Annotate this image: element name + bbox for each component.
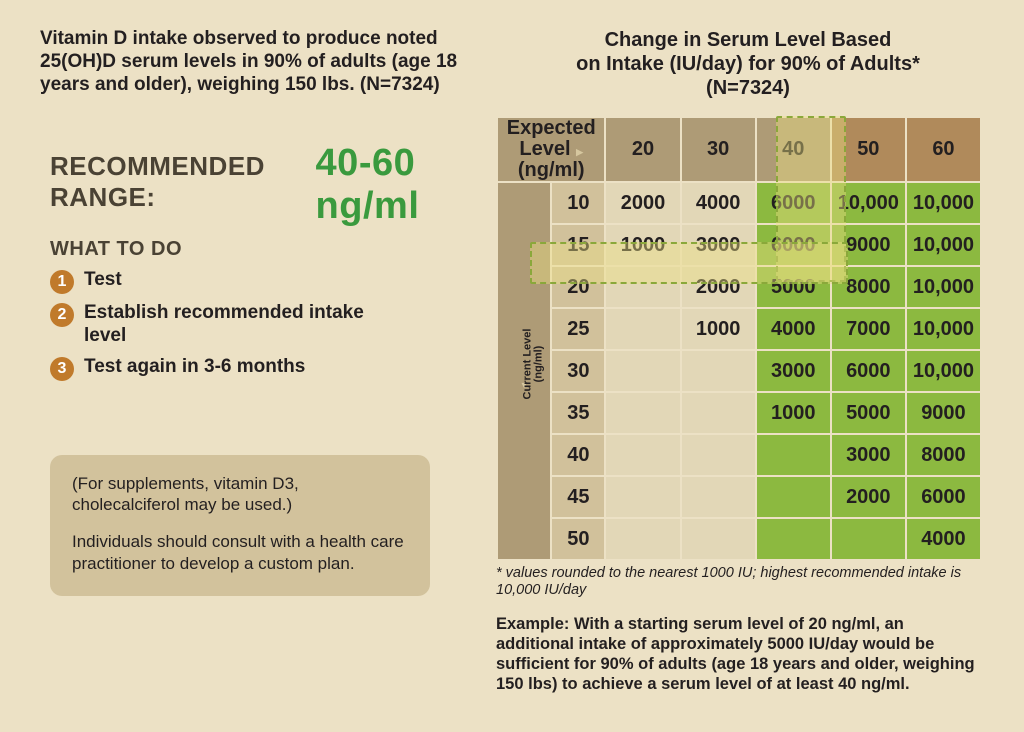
step-badge: 1 xyxy=(50,270,74,294)
table-cell xyxy=(682,393,755,433)
row-header: 50 xyxy=(552,519,604,559)
what-to-do-heading: WHAT TO DO xyxy=(50,238,480,261)
table-cell xyxy=(757,435,830,475)
chart-wrap: Expected Level ▶(ng/ml)2030405060Current… xyxy=(496,116,982,561)
table-cell: 5000 xyxy=(832,393,905,433)
row-header: 45 xyxy=(552,477,604,517)
chart-footnote: * values rounded to the nearest 1000 IU;… xyxy=(496,565,976,600)
table-cell: 4000 xyxy=(757,309,830,349)
recommended-range-label: RECOMMENDED RANGE: xyxy=(50,151,302,213)
step-text: Test xyxy=(84,269,122,292)
intro-text: Vitamin D intake observed to produce not… xyxy=(40,28,480,96)
table-cell xyxy=(606,519,679,559)
table-cell: 1000 xyxy=(757,393,830,433)
table-cell xyxy=(832,519,905,559)
note-line: Individuals should consult with a health… xyxy=(72,531,408,574)
table-cell: 10,000 xyxy=(907,309,980,349)
table-cell: 1000 xyxy=(606,225,679,265)
row-header: 15 xyxy=(552,225,604,265)
table-cell: 6000 xyxy=(757,183,830,223)
table-cell xyxy=(682,435,755,475)
col-header: 60 xyxy=(907,118,980,181)
table-cell xyxy=(757,477,830,517)
table-cell: 2000 xyxy=(832,477,905,517)
page: Vitamin D intake observed to produce not… xyxy=(0,0,1024,732)
step-item: 3 Test again in 3-6 months xyxy=(50,356,480,381)
intake-table: Expected Level ▶(ng/ml)2030405060Current… xyxy=(496,116,982,561)
table-corner: Expected Level ▶(ng/ml) xyxy=(498,118,604,181)
table-cell: 2000 xyxy=(682,267,755,307)
step-badge: 3 xyxy=(50,357,74,381)
note-line: (For supplements, vitamin D3, cholecalci… xyxy=(72,473,408,516)
table-cell xyxy=(606,393,679,433)
table-cell: 9000 xyxy=(907,393,980,433)
step-text: Establish recommended intake level xyxy=(84,302,404,348)
table-cell xyxy=(682,519,755,559)
col-header: 50 xyxy=(832,118,905,181)
table-cell xyxy=(606,309,679,349)
col-header: 40 xyxy=(757,118,830,181)
table-cell: 3000 xyxy=(757,351,830,391)
table-cell xyxy=(682,351,755,391)
row-header: 40 xyxy=(552,435,604,475)
step-item: 2 Establish recommended intake level xyxy=(50,302,480,348)
table-cell: 10,000 xyxy=(907,351,980,391)
table-cell xyxy=(606,435,679,475)
right-column: Change in Serum Level Based on Intake (I… xyxy=(496,28,1000,712)
table-cell: 10,000 xyxy=(907,225,980,265)
row-axis-label: Current Level(ng/ml)▼ xyxy=(498,183,550,559)
table-cell: 7000 xyxy=(832,309,905,349)
chart-title-line: (N=7324) xyxy=(706,77,790,99)
step-text: Test again in 3-6 months xyxy=(84,356,305,379)
table-cell: 5000 xyxy=(757,267,830,307)
chart-title-line: on Intake (IU/day) for 90% of Adults* xyxy=(576,53,920,75)
table-cell: 1000 xyxy=(682,309,755,349)
table-cell: 9000 xyxy=(832,225,905,265)
table-cell: 6000 xyxy=(757,225,830,265)
table-cell: 4000 xyxy=(682,183,755,223)
table-cell: 3000 xyxy=(832,435,905,475)
table-cell: 10,000 xyxy=(907,267,980,307)
table-cell: 8000 xyxy=(907,435,980,475)
steps-list: 1 Test 2 Establish recommended intake le… xyxy=(50,269,480,389)
table-cell: 10,000 xyxy=(832,183,905,223)
row-header: 10 xyxy=(552,183,604,223)
chart-example: Example: With a starting serum level of … xyxy=(496,614,976,695)
table-cell: 6000 xyxy=(832,351,905,391)
step-badge: 2 xyxy=(50,303,74,327)
chart-title-line: Change in Serum Level Based xyxy=(605,29,892,51)
chart-title: Change in Serum Level Based on Intake (I… xyxy=(496,28,1000,100)
step-item: 1 Test xyxy=(50,269,480,294)
table-cell: 6000 xyxy=(907,477,980,517)
row-header: 25 xyxy=(552,309,604,349)
row-header: 30 xyxy=(552,351,604,391)
col-header: 20 xyxy=(606,118,679,181)
left-column: Vitamin D intake observed to produce not… xyxy=(40,28,480,712)
table-cell: 8000 xyxy=(832,267,905,307)
table-cell xyxy=(757,519,830,559)
table-cell xyxy=(606,267,679,307)
table-cell xyxy=(682,477,755,517)
table-cell xyxy=(606,477,679,517)
note-box: (For supplements, vitamin D3, cholecalci… xyxy=(50,455,430,596)
table-cell xyxy=(606,351,679,391)
recommended-range: RECOMMENDED RANGE: 40-60 ng/ml xyxy=(50,142,480,228)
table-cell: 3000 xyxy=(682,225,755,265)
table-cell: 4000 xyxy=(907,519,980,559)
table-cell: 2000 xyxy=(606,183,679,223)
row-header: 35 xyxy=(552,393,604,433)
row-header: 20 xyxy=(552,267,604,307)
table-cell: 10,000 xyxy=(907,183,980,223)
recommended-range-value: 40-60 ng/ml xyxy=(316,142,480,228)
col-header: 30 xyxy=(682,118,755,181)
